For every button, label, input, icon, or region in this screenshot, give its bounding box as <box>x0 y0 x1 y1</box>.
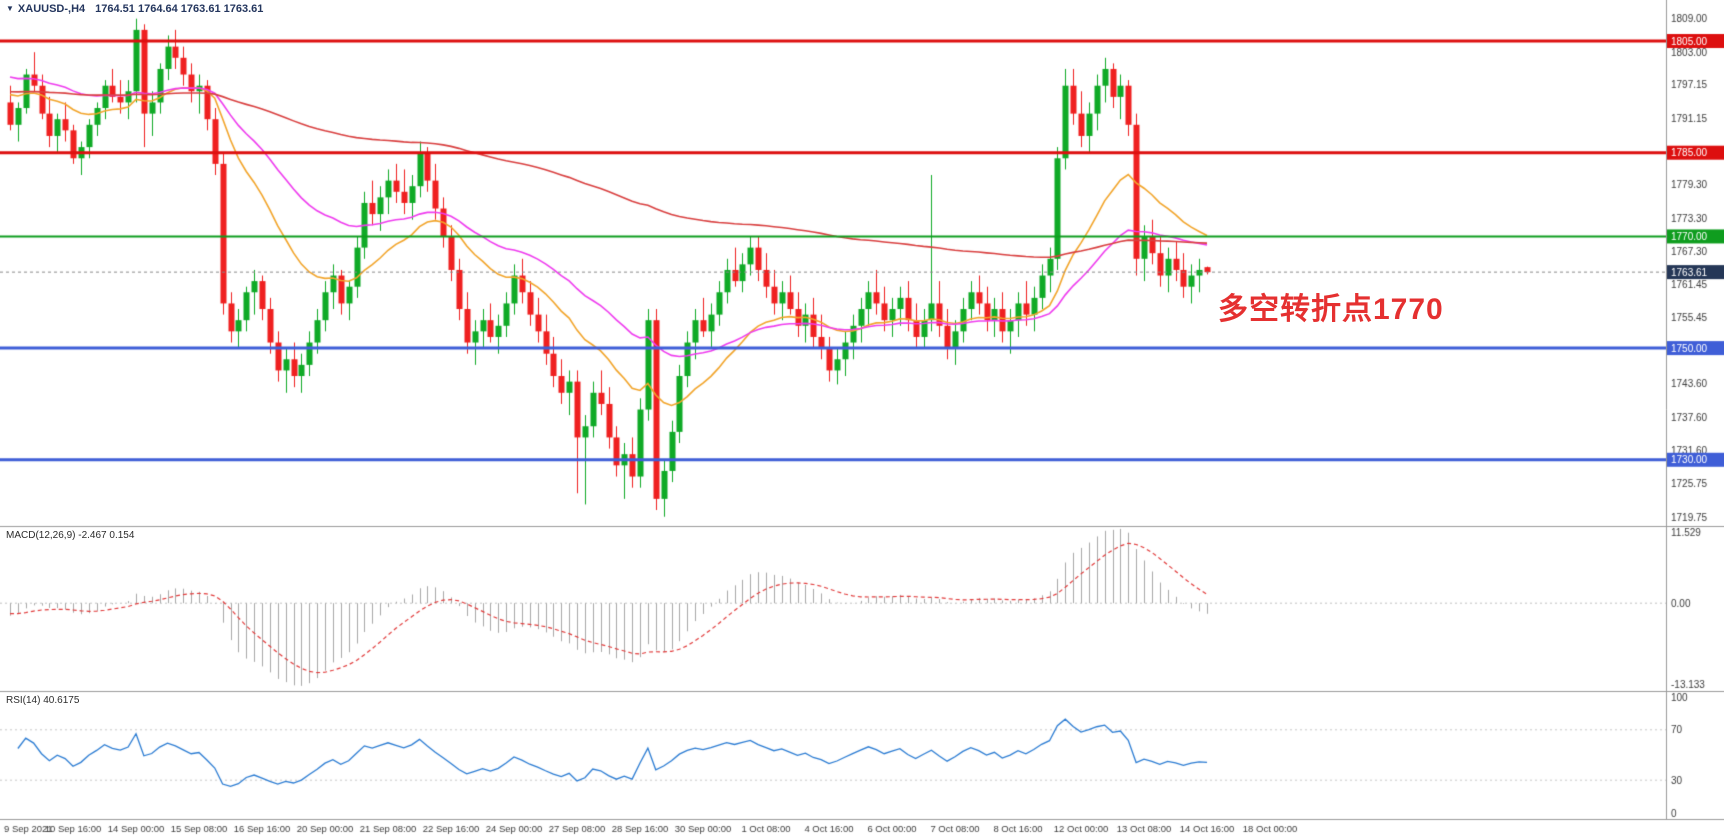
rsi-panel[interactable] <box>0 692 1666 819</box>
time-axis[interactable] <box>0 820 1666 838</box>
main-chart-panel[interactable] <box>0 0 1666 526</box>
macd-panel[interactable] <box>0 527 1666 691</box>
